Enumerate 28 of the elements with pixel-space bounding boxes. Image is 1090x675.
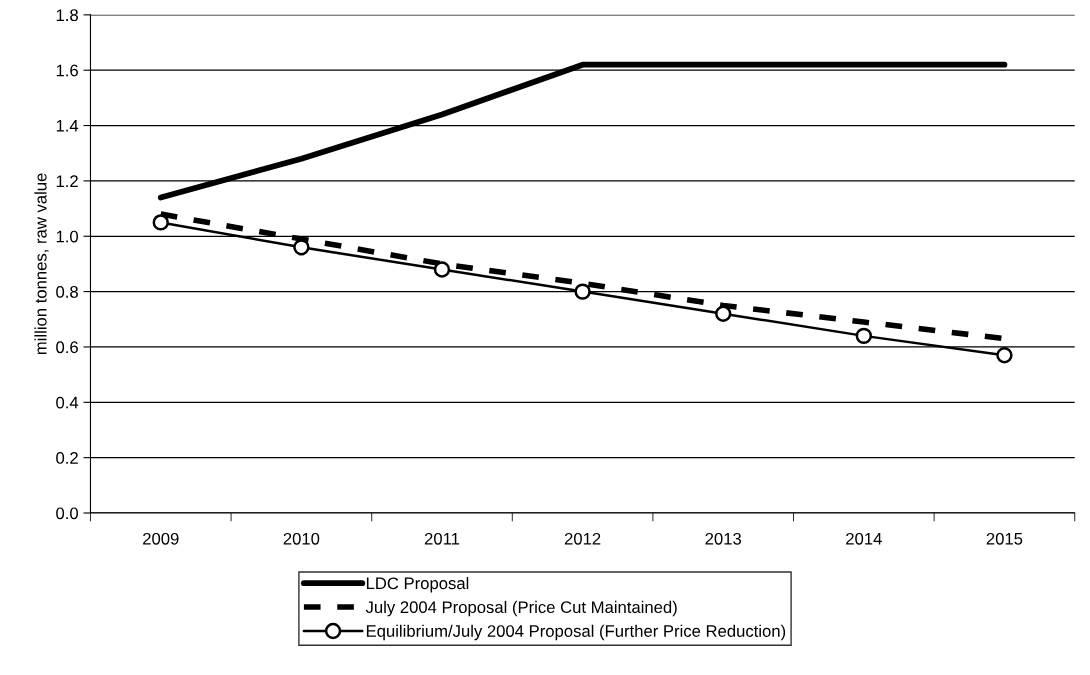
x-tick-label: 2013 (705, 532, 742, 545)
y-tick-label: 1.0 (56, 230, 79, 243)
y-tick-label: 0.2 (56, 452, 78, 464)
point (996, 347, 1013, 364)
point (855, 327, 873, 345)
y-tick-label: 1.6 (56, 64, 78, 77)
x-tick-label: 2010 (283, 532, 320, 545)
point (715, 305, 732, 322)
y-tick-label: 0.0 (56, 507, 79, 520)
x-tick-label: 2012 (564, 532, 601, 545)
y-tick-label: 1.2 (56, 175, 78, 187)
legend-label: July 2004 Proposal (Price Cut Maintained) (365, 600, 677, 617)
x-tick-label: 2009 (143, 532, 179, 545)
x-tick-label: 2011 (424, 532, 460, 545)
legend-label: LDC Proposal (366, 576, 469, 593)
point (574, 283, 591, 300)
y-tick-label: 1.8 (56, 9, 78, 22)
y-tick-label: 0.4 (56, 396, 79, 409)
y-axis-title: million tonnes, raw value (34, 173, 49, 355)
y-tick-label: 0.6 (56, 341, 78, 354)
y-tick-label: 0.8 (56, 286, 78, 298)
point (433, 261, 451, 278)
y-tick-label: 1.4 (56, 120, 79, 132)
point (152, 214, 169, 231)
x-tick-label: 2015 (986, 532, 1023, 545)
legend-label: Equilibrium/July 2004 Proposal (Further Price Reduction) (366, 624, 786, 641)
x-tick-label: 2014 (846, 532, 882, 545)
point (293, 239, 310, 256)
